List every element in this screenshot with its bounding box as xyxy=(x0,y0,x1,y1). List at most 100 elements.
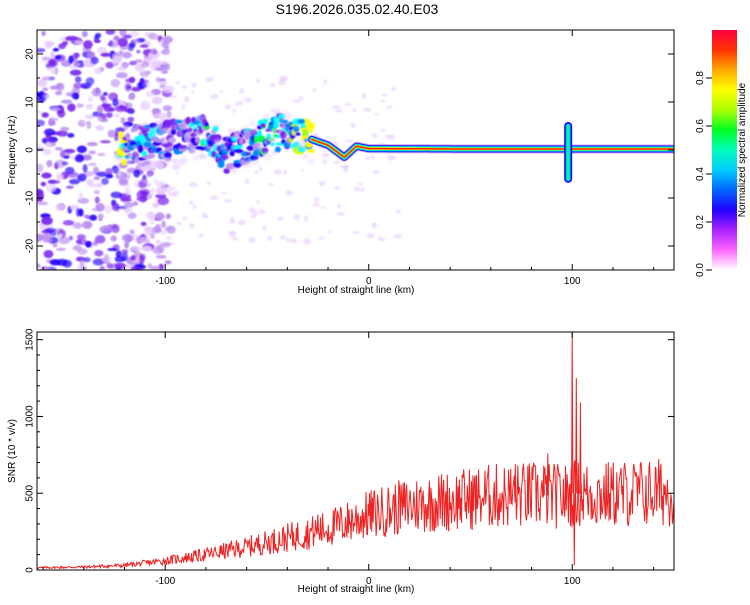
heat-cell xyxy=(136,81,147,90)
heat-cell xyxy=(49,259,62,266)
x-tick-label: 0 xyxy=(366,276,372,287)
heat-cell xyxy=(300,143,307,150)
heat-cell xyxy=(130,255,136,261)
heat-cell xyxy=(244,97,252,103)
heat-cell xyxy=(371,222,377,229)
heat-cell xyxy=(97,152,106,156)
heat-cell xyxy=(105,168,113,175)
y-tick-label: 1500 xyxy=(25,328,36,351)
heat-cell xyxy=(42,148,52,156)
heat-cell xyxy=(44,40,55,47)
heat-cell xyxy=(380,128,387,132)
heat-cell xyxy=(372,170,380,175)
heat-cell xyxy=(366,233,375,239)
heat-cell xyxy=(68,55,74,64)
heat-cell xyxy=(54,146,63,151)
heat-cell xyxy=(378,235,382,241)
heat-cell xyxy=(96,171,107,177)
heat-cell xyxy=(191,82,197,88)
heat-cell xyxy=(207,144,214,151)
heat-cell xyxy=(107,247,118,252)
heat-cell xyxy=(156,244,165,253)
y-tick-label: -10 xyxy=(25,190,36,205)
heat-cell xyxy=(63,155,70,159)
heat-cell xyxy=(337,203,342,209)
heat-cell xyxy=(128,60,137,66)
heat-cell xyxy=(302,153,309,160)
heat-cell xyxy=(371,133,378,139)
heat-cell xyxy=(65,35,78,41)
heat-cell xyxy=(82,220,93,229)
snr-series-line xyxy=(37,332,674,570)
heat-cell xyxy=(138,188,151,195)
colorbar-label: Normalized spectral amplitude xyxy=(737,82,748,217)
heat-cell xyxy=(57,233,63,238)
heat-cell xyxy=(44,128,56,136)
heat-cell xyxy=(42,87,49,92)
heat-cell xyxy=(85,77,95,86)
heat-cell xyxy=(124,187,131,196)
heat-cell xyxy=(181,156,188,163)
heat-cell xyxy=(150,48,158,55)
heat-cell xyxy=(77,173,87,182)
heat-cell xyxy=(37,119,46,127)
heat-cell xyxy=(99,140,111,144)
heat-cell xyxy=(37,201,49,206)
heat-cell xyxy=(94,196,100,204)
heat-cell xyxy=(105,173,114,179)
heat-cell xyxy=(76,145,87,154)
heat-cell xyxy=(37,197,43,203)
heat-cell xyxy=(137,145,144,153)
heat-cell xyxy=(194,136,200,144)
heat-cell xyxy=(42,76,53,81)
heat-cell xyxy=(192,154,199,161)
heat-cell xyxy=(161,70,168,74)
heat-cell xyxy=(360,186,365,192)
heat-cell xyxy=(110,235,117,242)
heat-cell xyxy=(132,201,139,206)
heat-cell xyxy=(48,180,61,184)
heat-cell xyxy=(141,150,148,157)
heat-cell xyxy=(47,58,59,68)
heat-cell xyxy=(239,137,244,145)
heat-cell xyxy=(101,177,109,185)
heat-cell xyxy=(220,191,228,194)
heat-cell xyxy=(357,182,363,186)
heat-cell xyxy=(61,161,69,166)
heat-cell xyxy=(334,186,342,190)
heat-cell xyxy=(112,55,122,64)
heat-cell xyxy=(344,139,353,143)
colorbar-gradient xyxy=(712,30,737,270)
heat-cell xyxy=(300,169,305,172)
chart-title: S196.2026.035.02.40.E03 xyxy=(276,1,439,17)
heat-cell xyxy=(229,150,235,157)
heat-cell xyxy=(307,158,314,165)
heat-cell xyxy=(145,91,155,97)
heat-cell xyxy=(160,64,169,69)
heat-cell xyxy=(220,154,230,160)
heat-cell xyxy=(147,153,156,158)
heat-cell xyxy=(139,100,151,110)
heat-cell xyxy=(108,40,114,47)
heat-cell xyxy=(209,195,219,200)
heat-cell xyxy=(181,104,186,110)
heat-cell xyxy=(55,90,63,96)
heat-cell xyxy=(303,215,309,219)
heat-cell xyxy=(312,88,317,92)
heat-cell xyxy=(93,39,101,44)
heat-cell xyxy=(267,235,273,241)
heat-cell xyxy=(127,212,137,220)
spectrogram-heatmap xyxy=(37,30,674,270)
heat-cell xyxy=(238,88,245,94)
heat-cell xyxy=(248,236,256,243)
heat-cell xyxy=(154,223,162,233)
heat-cell xyxy=(95,202,105,212)
heat-cell xyxy=(285,190,293,196)
heat-cell xyxy=(188,122,196,128)
heat-cell xyxy=(223,199,233,203)
heat-cell xyxy=(111,202,119,211)
heat-cell xyxy=(115,267,122,270)
heat-cell xyxy=(230,216,235,223)
heat-cell xyxy=(332,160,341,165)
heat-cell xyxy=(86,51,95,59)
